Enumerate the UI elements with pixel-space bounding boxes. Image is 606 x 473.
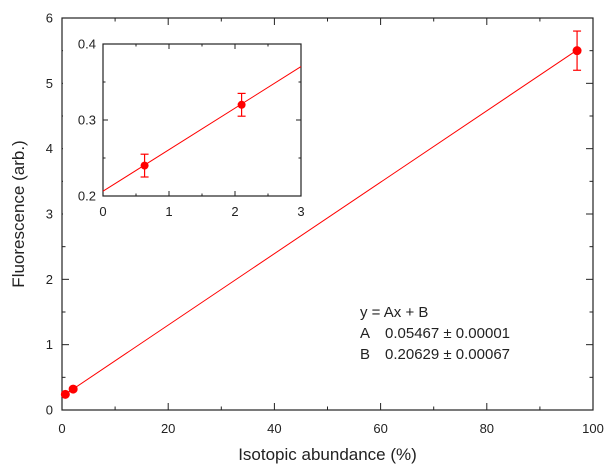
inset-background bbox=[63, 34, 307, 224]
inset-data-point bbox=[237, 100, 246, 109]
inset-fit-line bbox=[102, 66, 302, 192]
x-tick-label: 40 bbox=[267, 421, 281, 436]
inset-plot: 0 1 2 3 0.2 0.3 0.4 bbox=[63, 34, 307, 224]
x-axis-label: Isotopic abundance (%) bbox=[238, 445, 417, 464]
x-tick-label: 0 bbox=[58, 421, 65, 436]
inset-y-tick-label: 0.2 bbox=[78, 189, 96, 204]
inset-y-tick-label: 0.3 bbox=[78, 113, 96, 128]
inset-x-tick-label: 2 bbox=[231, 204, 238, 219]
data-point bbox=[60, 389, 70, 399]
fit-equation: y = Ax + B bbox=[360, 304, 428, 321]
y-tick-label: 5 bbox=[46, 76, 53, 91]
x-tick-label: 100 bbox=[582, 421, 604, 436]
inset-x-tick-label: 0 bbox=[99, 204, 106, 219]
y-tick-label: 2 bbox=[46, 272, 53, 287]
y-tick-label: 1 bbox=[46, 337, 53, 352]
y-tick-label: 6 bbox=[46, 11, 53, 26]
y-tick-label: 4 bbox=[46, 141, 53, 156]
y-axis-label: Fluorescence (arb.) bbox=[9, 140, 28, 287]
inset-x-tick-label: 1 bbox=[165, 204, 172, 219]
y-tick-label: 3 bbox=[46, 207, 53, 222]
inset-data-point bbox=[140, 161, 149, 170]
data-point bbox=[572, 46, 582, 56]
fit-param-b-label: B bbox=[360, 346, 370, 363]
data-point bbox=[68, 384, 78, 394]
fit-annotation: y = Ax + B A 0.05467 ± 0.00001 B 0.20629… bbox=[360, 304, 510, 363]
inset-x-tick-label: 3 bbox=[297, 204, 304, 219]
fit-param-b-value: 0.20629 ± 0.00067 bbox=[385, 346, 510, 363]
fit-param-a-value: 0.05467 ± 0.00001 bbox=[385, 325, 510, 342]
x-tick-label: 60 bbox=[373, 421, 387, 436]
y-tick-label: 0 bbox=[46, 403, 53, 418]
fit-line bbox=[61, 49, 578, 397]
x-tick-label: 80 bbox=[480, 421, 494, 436]
inset-y-tick-label: 0.4 bbox=[78, 37, 96, 52]
x-tick-label: 20 bbox=[161, 421, 175, 436]
fit-param-a-label: A bbox=[360, 325, 370, 342]
